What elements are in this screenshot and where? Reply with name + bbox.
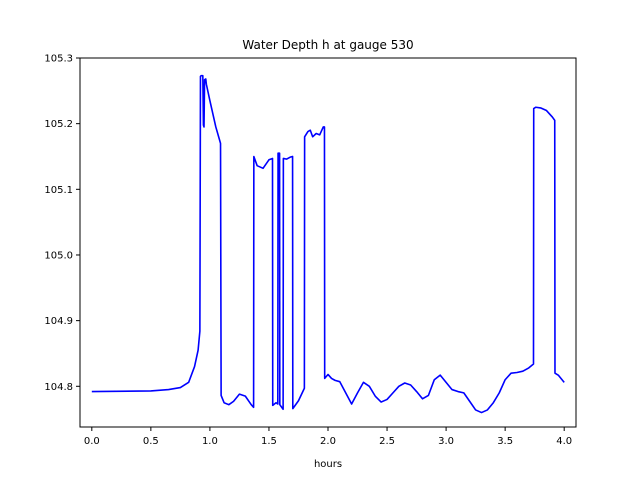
x-tick-label: 4.0 [556,436,572,447]
x-tick-label: 1.5 [261,436,277,447]
plot-frame [79,57,577,428]
y-tick-label: 104.8 [44,382,73,393]
chart-title: Water Depth h at gauge 530 [242,38,413,52]
y-tick-label: 105.0 [44,250,73,261]
x-tick-label: 1.0 [202,436,218,447]
y-tick-label: 105.2 [44,119,73,130]
x-tick-label: 3.5 [497,436,513,447]
plot-layer [91,74,565,414]
x-tick-label: 0.5 [143,436,159,447]
x-tick-label: 2.0 [320,436,336,447]
series-line-0 [91,74,565,414]
x-tick-label: 2.5 [379,436,395,447]
x-axis-label: hours [314,459,342,470]
y-tick-label: 105.3 [44,54,73,65]
y-tick-label: 104.9 [44,316,73,327]
x-tick-label: 0.0 [84,436,100,447]
ticks-layer: 0.0 0.5 1.0 1.5 2.0 2.5 3.0 3.5 4.0 104.8 104.9 105… [44,54,572,448]
x-tick-label: 3.0 [438,436,454,447]
y-tick-label: 105.1 [44,185,73,196]
